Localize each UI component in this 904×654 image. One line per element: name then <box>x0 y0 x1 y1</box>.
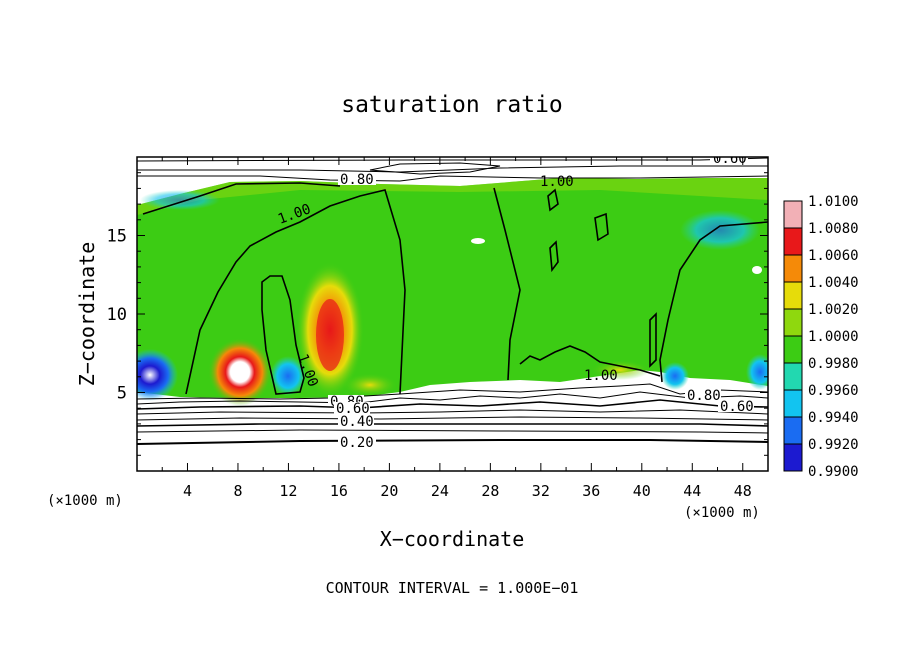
y-tick-label: 10 <box>107 305 127 325</box>
dry-pocket-west <box>137 349 178 401</box>
dry-pocket-2 <box>270 356 306 396</box>
cloud-hole-1 <box>471 238 485 244</box>
x-axis-label: X−coordinate <box>380 527 525 551</box>
colorbar-tick-label: 0.9940 <box>808 410 859 426</box>
x-unit-left: (×1000 m) <box>47 493 123 509</box>
dry-pocket-3 <box>661 362 689 390</box>
colorbar-tick-label: 0.9920 <box>808 437 859 453</box>
colorbar-tick-label: 0.9960 <box>808 383 859 399</box>
colorbar-tick-label: 1.0100 <box>808 194 859 210</box>
colorbar-segment <box>784 363 802 391</box>
colorbar-segment <box>784 228 802 256</box>
colorbar-tick-label: 1.0040 <box>808 275 859 291</box>
warm-patch-2 <box>590 360 650 380</box>
x-tick-labels: 4 8 12 16 20 24 28 32 36 40 44 48 <box>183 482 752 500</box>
colorbar-tick-label: 1.0080 <box>808 221 859 237</box>
contour-label-0-60-top: 0.60 <box>713 151 747 167</box>
y-tick-label: 15 <box>107 227 127 247</box>
contour-label-0-60-mid: 0.60 <box>336 401 370 417</box>
cloud-hole-2 <box>752 266 762 274</box>
colorbar-segment <box>784 255 802 283</box>
x-tick-label: 12 <box>279 482 297 500</box>
dry-pocket-6 <box>140 190 220 210</box>
chart-title: saturation ratio <box>341 92 563 118</box>
x-tick-label: 16 <box>330 482 348 500</box>
x-tick-label: 32 <box>532 482 550 500</box>
contour-label-0-80-right: 0.80 <box>687 388 721 404</box>
x-tick-label: 24 <box>431 482 449 500</box>
x-tick-label: 28 <box>481 482 499 500</box>
contour-interval-text: CONTOUR INTERVAL = 1.000E−01 <box>326 579 579 597</box>
colorbar-tick-label: 1.0060 <box>808 248 859 264</box>
warm-patch-1 <box>342 373 398 397</box>
x-unit-right: (×1000 m) <box>684 505 760 521</box>
x-tick-label: 8 <box>233 482 242 500</box>
y-tick-labels: 5 10 15 <box>107 227 127 404</box>
colorbar-tick-label: 1.0020 <box>808 302 859 318</box>
colorbar-segment <box>784 417 802 445</box>
x-tick-label: 20 <box>380 482 398 500</box>
colorbar-segment <box>784 336 802 364</box>
dry-pocket-5 <box>680 210 760 250</box>
x-tick-label: 4 <box>183 482 192 500</box>
y-axis-label: Z−coordinate <box>75 242 99 387</box>
contour-label-1-00-d: 1.00 <box>584 368 618 384</box>
x-tick-label: 48 <box>734 482 752 500</box>
contour-label-0-20: 0.20 <box>340 435 374 451</box>
saturation-contours <box>142 182 768 395</box>
colorbar-tick-label: 1.0000 <box>808 329 859 345</box>
colorbar-segment <box>784 282 802 310</box>
colorbar-segment <box>784 309 802 337</box>
x-tick-label: 40 <box>633 482 651 500</box>
updraft-core-east-inner <box>316 299 344 371</box>
dry-pocket-4 <box>746 354 768 390</box>
updraft-core-west <box>208 338 272 406</box>
cloud-layer-edge <box>137 178 768 215</box>
cloud-layer-field <box>137 178 768 398</box>
colorbar-tick-label: 0.9980 <box>808 356 859 372</box>
lower-contours <box>137 383 768 445</box>
contour-label-0-80-top: 0.80 <box>340 172 374 188</box>
colorbar-tick-label: 0.9900 <box>808 464 859 480</box>
colorbar-segment <box>784 390 802 418</box>
contour-label-0-60-right: 0.60 <box>720 399 754 415</box>
x-tick-label: 36 <box>582 482 600 500</box>
colorbar-segment <box>784 201 802 229</box>
colorbar-segment <box>784 444 802 472</box>
contour-label-0-40: 0.40 <box>340 414 374 430</box>
x-tick-label: 44 <box>683 482 701 500</box>
y-tick-label: 5 <box>117 384 127 404</box>
contour-label-1-00-a: 1.00 <box>540 174 574 190</box>
plot-area: 0.60 0.80 1.00 1.00 1.00 1.00 0.80 0.60 … <box>137 151 768 471</box>
axis-ticks <box>137 157 768 471</box>
colorbar: 0.9900 0.9920 0.9940 0.9960 0.9980 1.0000 1.00… <box>783 194 859 480</box>
